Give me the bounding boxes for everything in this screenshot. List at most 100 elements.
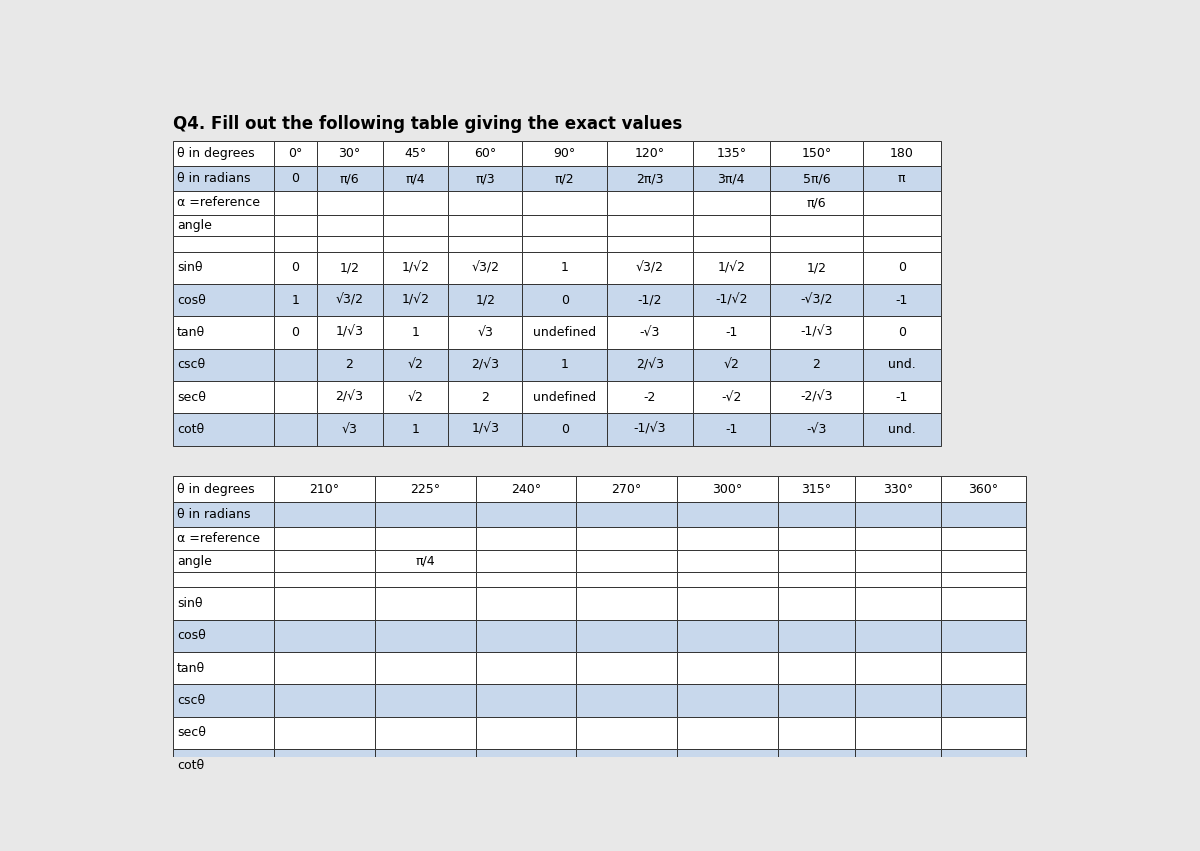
Bar xyxy=(274,551,374,572)
Bar xyxy=(576,749,677,781)
Bar xyxy=(856,551,941,572)
Bar xyxy=(778,477,856,502)
Bar xyxy=(863,414,941,446)
Bar xyxy=(941,652,1026,684)
Text: cotθ: cotθ xyxy=(178,758,204,772)
Bar xyxy=(677,502,778,527)
Text: -√3: -√3 xyxy=(640,326,660,339)
Text: -1: -1 xyxy=(895,391,908,403)
Bar xyxy=(374,477,475,502)
Text: α =reference: α =reference xyxy=(178,197,260,209)
Bar xyxy=(522,381,607,414)
Bar xyxy=(778,620,856,652)
Bar xyxy=(173,166,274,191)
Bar xyxy=(274,652,374,684)
Bar xyxy=(173,214,274,236)
Text: Q4. Fill out the following table giving the exact values: Q4. Fill out the following table giving … xyxy=(173,115,683,133)
Bar xyxy=(677,572,778,587)
Bar xyxy=(449,191,522,214)
Bar xyxy=(941,572,1026,587)
Text: 2/√3: 2/√3 xyxy=(472,358,499,371)
Bar xyxy=(522,236,607,252)
Bar xyxy=(274,191,317,214)
Bar xyxy=(576,477,677,502)
Text: 60°: 60° xyxy=(474,147,497,160)
Text: 0: 0 xyxy=(898,326,906,339)
Bar xyxy=(317,349,383,381)
Text: tanθ: tanθ xyxy=(178,326,205,339)
Text: sinθ: sinθ xyxy=(178,261,203,274)
Bar xyxy=(692,140,770,166)
Text: 330°: 330° xyxy=(883,483,913,495)
Bar xyxy=(449,317,522,349)
Bar xyxy=(863,252,941,284)
Bar xyxy=(576,684,677,717)
Bar xyxy=(274,349,317,381)
Bar xyxy=(317,317,383,349)
Bar xyxy=(317,414,383,446)
Bar xyxy=(607,166,692,191)
Text: 360°: 360° xyxy=(968,483,998,495)
Bar xyxy=(173,236,274,252)
Text: 5π/6: 5π/6 xyxy=(803,172,830,186)
Bar xyxy=(173,572,274,587)
Bar xyxy=(576,527,677,551)
Bar xyxy=(778,749,856,781)
Text: √3/2: √3/2 xyxy=(472,261,499,274)
Bar xyxy=(173,620,274,652)
Bar xyxy=(374,551,475,572)
Text: α =reference: α =reference xyxy=(178,532,260,545)
Text: angle: angle xyxy=(178,555,212,568)
Text: √3: √3 xyxy=(342,423,358,436)
Bar xyxy=(522,191,607,214)
Text: 1: 1 xyxy=(292,294,299,306)
Bar xyxy=(941,551,1026,572)
Bar xyxy=(374,749,475,781)
Bar xyxy=(317,166,383,191)
Text: 120°: 120° xyxy=(635,147,665,160)
Bar xyxy=(449,214,522,236)
Bar xyxy=(941,717,1026,749)
Bar xyxy=(856,527,941,551)
Bar xyxy=(692,166,770,191)
Bar xyxy=(863,317,941,349)
Bar xyxy=(522,284,607,317)
Bar xyxy=(778,652,856,684)
Bar xyxy=(607,214,692,236)
Bar xyxy=(317,252,383,284)
Bar xyxy=(863,191,941,214)
Bar xyxy=(317,284,383,317)
Bar xyxy=(677,652,778,684)
Text: √3: √3 xyxy=(478,326,493,339)
Bar xyxy=(274,284,317,317)
Bar xyxy=(677,717,778,749)
Text: cotθ: cotθ xyxy=(178,423,204,436)
Bar xyxy=(383,166,449,191)
Bar xyxy=(856,477,941,502)
Text: θ in radians: θ in radians xyxy=(178,508,251,521)
Bar xyxy=(692,349,770,381)
Text: -√3/2: -√3/2 xyxy=(800,294,833,306)
Text: 1: 1 xyxy=(412,423,419,436)
Bar xyxy=(576,587,677,620)
Text: π/6: π/6 xyxy=(806,197,827,209)
Bar xyxy=(383,284,449,317)
Bar xyxy=(856,749,941,781)
Bar xyxy=(770,166,863,191)
Bar xyxy=(173,284,274,317)
Bar xyxy=(475,749,576,781)
Text: 0: 0 xyxy=(292,172,299,186)
Bar xyxy=(692,214,770,236)
Bar xyxy=(863,236,941,252)
Bar xyxy=(778,572,856,587)
Bar xyxy=(692,414,770,446)
Bar xyxy=(374,572,475,587)
Text: θ in degrees: θ in degrees xyxy=(178,483,254,495)
Bar xyxy=(475,551,576,572)
Bar xyxy=(274,684,374,717)
Bar xyxy=(522,214,607,236)
Text: π/4: π/4 xyxy=(406,172,425,186)
Bar xyxy=(522,140,607,166)
Bar xyxy=(856,572,941,587)
Text: θ in radians: θ in radians xyxy=(178,172,251,186)
